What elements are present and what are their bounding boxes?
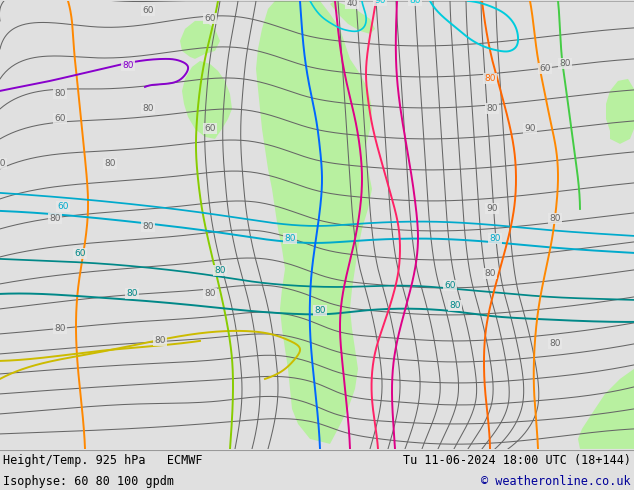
Text: © weatheronline.co.uk: © weatheronline.co.uk bbox=[481, 475, 631, 488]
Text: Height/Temp. 925 hPa   ECMWF: Height/Temp. 925 hPa ECMWF bbox=[3, 454, 203, 467]
Text: 80: 80 bbox=[484, 74, 496, 83]
Text: 80: 80 bbox=[314, 306, 326, 316]
Text: 90: 90 bbox=[524, 124, 536, 133]
Text: 80: 80 bbox=[410, 0, 421, 5]
Text: 60: 60 bbox=[204, 124, 216, 133]
Text: 60: 60 bbox=[57, 202, 68, 211]
Text: 80: 80 bbox=[486, 104, 498, 113]
Text: 80: 80 bbox=[489, 234, 501, 244]
Polygon shape bbox=[182, 61, 232, 139]
Text: 80: 80 bbox=[559, 59, 571, 69]
Text: 80: 80 bbox=[49, 215, 61, 223]
Text: 80: 80 bbox=[549, 340, 560, 348]
Text: 60: 60 bbox=[204, 14, 216, 24]
Text: 40: 40 bbox=[346, 0, 358, 8]
Text: 60: 60 bbox=[444, 281, 456, 291]
Text: 80: 80 bbox=[214, 267, 226, 275]
Polygon shape bbox=[180, 21, 220, 59]
Polygon shape bbox=[606, 79, 634, 144]
Text: 60: 60 bbox=[74, 249, 86, 258]
Text: 80: 80 bbox=[549, 215, 560, 223]
Text: Isophyse: 60 80 100 gpdm: Isophyse: 60 80 100 gpdm bbox=[3, 475, 174, 488]
Polygon shape bbox=[256, 1, 372, 444]
Text: 80: 80 bbox=[154, 337, 165, 345]
Polygon shape bbox=[330, 1, 375, 34]
Text: 60: 60 bbox=[142, 6, 154, 15]
Text: 80: 80 bbox=[122, 61, 134, 71]
Text: 80: 80 bbox=[142, 104, 154, 113]
Text: 80: 80 bbox=[142, 222, 154, 231]
Text: 80: 80 bbox=[55, 89, 66, 98]
Text: 80: 80 bbox=[484, 270, 496, 278]
Text: 60: 60 bbox=[55, 114, 66, 123]
Text: Tu 11-06-2024 18:00 UTC (18+144): Tu 11-06-2024 18:00 UTC (18+144) bbox=[403, 454, 631, 467]
Text: 80: 80 bbox=[284, 234, 295, 244]
Text: 80: 80 bbox=[104, 159, 116, 169]
Text: 60: 60 bbox=[540, 64, 551, 74]
Polygon shape bbox=[578, 369, 634, 449]
Text: 90: 90 bbox=[486, 204, 498, 214]
Text: 80: 80 bbox=[450, 301, 461, 310]
Text: 80: 80 bbox=[204, 290, 216, 298]
Text: 80: 80 bbox=[0, 159, 6, 169]
Text: 90: 90 bbox=[374, 0, 385, 5]
Text: 80: 80 bbox=[126, 290, 138, 298]
Text: 80: 80 bbox=[55, 324, 66, 333]
